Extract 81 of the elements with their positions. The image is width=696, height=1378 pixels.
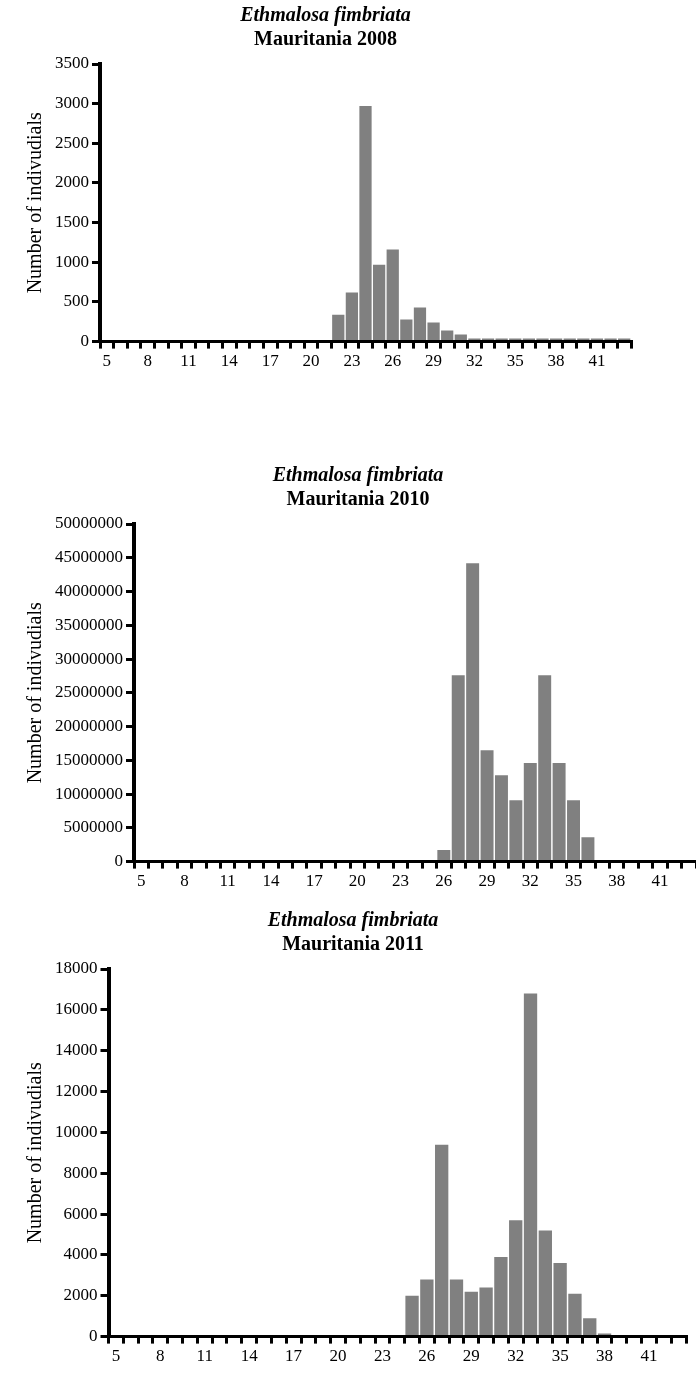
x-tick-label: 14 (240, 1346, 259, 1366)
x-tick-label: 17 (261, 351, 280, 371)
x-tick-label: 35 (551, 1346, 569, 1366)
y-tick-label: 3000 (55, 93, 89, 113)
x-tick-label: 26 (435, 871, 453, 891)
x-tick-label: 17 (285, 1346, 303, 1366)
bar (449, 1279, 464, 1336)
x-tick-label: 41 (640, 1346, 658, 1366)
y-tick-label: 10000 (55, 1121, 98, 1141)
y-tick-label: 2000 (63, 1285, 98, 1305)
y-tick-label: 2000 (55, 172, 89, 192)
x-tick-label: 20 (348, 871, 366, 891)
x-tick-label: 29 (462, 1346, 480, 1366)
y-tick-label: 14000 (55, 1040, 98, 1060)
y-tick-label: 5000000 (63, 817, 123, 837)
y-tick-label: 15000000 (55, 749, 123, 769)
bar (437, 850, 451, 861)
y-tick-label: 0 (80, 331, 89, 351)
y-tick-label: 8000 (63, 1162, 98, 1182)
y-tick-label: 3500 (55, 53, 89, 73)
y-tick-label: 0 (114, 851, 123, 871)
x-tick-label: 26 (384, 351, 402, 371)
y-tick-label: 45000000 (55, 547, 123, 567)
y-tick-label: 50000000 (55, 513, 123, 533)
y-axis-title: Number of indivudials (23, 112, 46, 294)
x-tick-label: 29 (425, 351, 443, 371)
y-tick-label: 18000 (55, 958, 98, 978)
chart-title: Ethmalosa fimbriata (271, 463, 444, 487)
x-tick-label: 38 (608, 871, 626, 891)
x-tick-label: 26 (418, 1346, 436, 1366)
x-tick-label: 8 (180, 871, 189, 891)
x-tick-label: 11 (196, 1346, 213, 1366)
y-tick-label: 1000 (55, 251, 89, 271)
x-tick-label: 23 (373, 1346, 391, 1366)
y-tick-label: 12000 (55, 1081, 98, 1100)
x-tick-label: 8 (156, 1346, 165, 1366)
bar (332, 314, 345, 341)
y-tick-label: 20000000 (55, 716, 123, 736)
y-tick-label: 40000000 (55, 580, 123, 600)
y-tick-label: 500 (63, 291, 89, 311)
x-tick-label: 35 (565, 871, 583, 891)
chart-title: Ethmalosa fimbriata (266, 908, 439, 932)
chart-title: Ethmalosa fimbriata (239, 3, 411, 27)
y-tick-label: 0 (89, 1326, 98, 1346)
x-tick-label: 20 (329, 1346, 347, 1366)
x-tick-label: 41 (651, 871, 669, 891)
x-tick-label: 8 (143, 351, 152, 371)
x-tick-label: 35 (506, 351, 524, 371)
x-tick-label: 17 (305, 871, 324, 891)
x-tick-label: 32 (507, 1346, 525, 1366)
y-tick-label: 10000000 (55, 783, 123, 803)
x-tick-label: 32 (465, 351, 483, 371)
chart-subtitle: Mauritania 2008 (254, 27, 397, 50)
x-tick-label: 5 (136, 871, 146, 891)
x-tick-label: 5 (102, 351, 112, 371)
x-tick-label: 14 (220, 351, 239, 371)
x-tick-label: 29 (478, 871, 496, 891)
y-axis-title: Number of indivudials (23, 1062, 46, 1244)
bar (523, 993, 538, 1336)
x-tick-label: 38 (547, 351, 565, 371)
y-tick-label: 4000 (63, 1244, 98, 1264)
y-axis-title: Number of indivudials (23, 602, 46, 784)
x-tick-label: 11 (219, 871, 236, 891)
y-tick-label: 2500 (55, 132, 89, 152)
y-tick-label: 16000 (55, 999, 98, 1019)
y-tick-label: 30000000 (55, 648, 123, 668)
y-tick-label: 25000000 (55, 682, 123, 702)
x-tick-label: 14 (262, 871, 280, 891)
x-tick-label: 5 (111, 1346, 121, 1366)
x-tick-label: 38 (596, 1346, 614, 1366)
x-tick-label: 23 (392, 871, 410, 891)
y-tick-label: 35000000 (55, 614, 123, 634)
chart-subtitle: Mauritania 2010 (286, 487, 430, 510)
x-tick-label: 32 (521, 871, 539, 891)
chart-subtitle: Mauritania 2011 (282, 932, 424, 955)
x-tick-label: 11 (180, 351, 197, 371)
x-tick-label: 20 (302, 351, 320, 371)
x-tick-label: 41 (588, 351, 606, 371)
y-tick-label: 6000 (63, 1203, 98, 1223)
y-tick-label: 1500 (55, 212, 89, 232)
x-tick-label: 23 (343, 351, 361, 371)
